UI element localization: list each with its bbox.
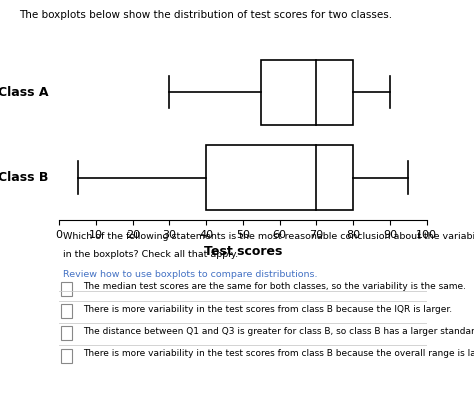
Bar	[61, 304, 72, 318]
Text: There is more variability in the test scores from class B because the overall ra: There is more variability in the test sc…	[83, 349, 474, 358]
Bar	[61, 282, 72, 296]
Text: The boxplots below show the distribution of test scores for two classes.: The boxplots below show the distribution…	[19, 10, 392, 20]
Bar	[61, 349, 72, 363]
X-axis label: Test scores: Test scores	[204, 245, 282, 259]
Text: The median test scores are the same for both classes, so the variability is the : The median test scores are the same for …	[83, 282, 466, 292]
Text: There is more variability in the test scores from class B because the IQR is lar: There is more variability in the test sc…	[83, 305, 452, 314]
FancyBboxPatch shape	[206, 145, 353, 210]
Text: The distance between Q1 and Q3 is greater for class B, so class B has a larger s: The distance between Q1 and Q3 is greate…	[83, 327, 474, 336]
Text: in the boxplots? Check all that apply.: in the boxplots? Check all that apply.	[63, 250, 238, 259]
Text: Review how to use boxplots to compare distributions.: Review how to use boxplots to compare di…	[63, 270, 318, 279]
Text: Class B: Class B	[0, 171, 48, 184]
FancyBboxPatch shape	[261, 60, 353, 125]
Bar	[61, 326, 72, 340]
Text: Class A: Class A	[0, 86, 48, 99]
Text: Which of the following statements is the most reasonable conclusion about the va: Which of the following statements is the…	[63, 232, 474, 241]
